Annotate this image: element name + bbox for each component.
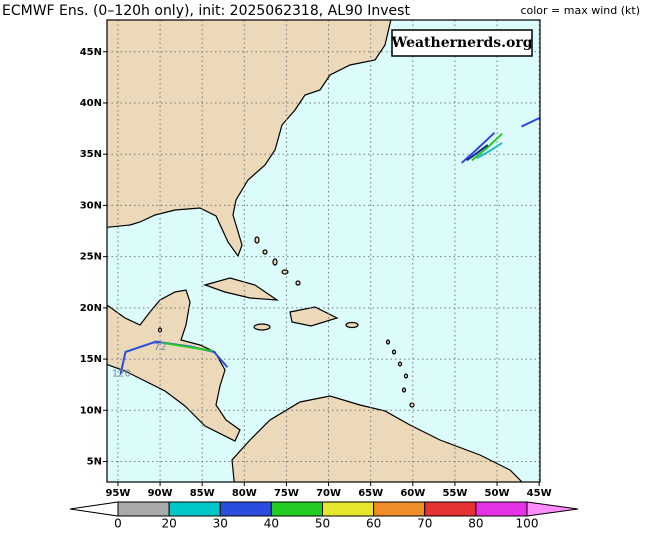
storm-track bbox=[466, 144, 489, 162]
colorbar-label: 0 bbox=[114, 517, 122, 531]
colorbar-label: 50 bbox=[315, 517, 330, 531]
watermark: Weathernerds.org bbox=[391, 35, 533, 51]
lat-label: 35N bbox=[80, 149, 102, 160]
colorbar-segment bbox=[424, 501, 477, 517]
lon-label: 95W bbox=[105, 488, 130, 499]
colorbar-label: 40 bbox=[264, 517, 279, 531]
lon-label: 85W bbox=[190, 488, 215, 499]
colorbar-label: 100 bbox=[516, 517, 539, 531]
colorbar-segment bbox=[168, 501, 221, 517]
colorbar-segment bbox=[373, 501, 426, 517]
legend-title: color = max wind (kt) bbox=[520, 4, 640, 17]
storm-track bbox=[460, 131, 496, 164]
colorbar-label: 20 bbox=[161, 517, 176, 531]
lat-label: 5N bbox=[87, 457, 102, 468]
lon-label: 60W bbox=[400, 488, 425, 499]
colorbar-label: 80 bbox=[468, 517, 483, 531]
storm-track bbox=[476, 142, 503, 160]
lon-label: 80W bbox=[232, 488, 257, 499]
lat-label: 40N bbox=[80, 98, 102, 109]
colorbar-segment bbox=[270, 501, 323, 517]
lon-label: 55W bbox=[442, 488, 467, 499]
north-america bbox=[107, 20, 392, 258]
cuba bbox=[203, 277, 280, 301]
colorbar-segment bbox=[117, 501, 170, 517]
lon-label: 45W bbox=[527, 488, 552, 499]
lon-label: 65W bbox=[358, 488, 383, 499]
watermark-box bbox=[391, 29, 533, 57]
storm-track bbox=[521, 116, 540, 128]
puerto-rico bbox=[345, 321, 359, 329]
lat-label: 15N bbox=[80, 354, 102, 365]
colorbar-segment bbox=[322, 501, 375, 517]
south-america bbox=[231, 395, 523, 482]
lon-label: 50W bbox=[485, 488, 510, 499]
lon-label: 70W bbox=[316, 488, 341, 499]
colorbar-over bbox=[526, 501, 579, 517]
lat-label: 10N bbox=[80, 405, 102, 416]
lat-label: 30N bbox=[80, 200, 102, 211]
lon-label: 90W bbox=[148, 488, 173, 499]
title: ECMWF Ens. (0–120h only), init: 20250623… bbox=[2, 3, 410, 19]
lon-label: 75W bbox=[274, 488, 299, 499]
jamaica bbox=[253, 323, 271, 331]
storm-track bbox=[160, 341, 213, 352]
colorbar-label: 70 bbox=[417, 517, 432, 531]
track-label: 120 bbox=[112, 368, 131, 379]
map-frame bbox=[106, 19, 541, 483]
colorbar-segment bbox=[219, 501, 272, 517]
lat-label: 45N bbox=[80, 47, 102, 58]
lat-label: 20N bbox=[80, 303, 102, 314]
colorbar-segment bbox=[475, 501, 528, 517]
storm-track bbox=[471, 132, 503, 162]
colorbar-under bbox=[69, 501, 119, 517]
colorbar-label: 30 bbox=[213, 517, 228, 531]
lat-label: 25N bbox=[80, 252, 102, 263]
colorbar-label: 60 bbox=[366, 517, 381, 531]
track-label: 72 bbox=[154, 342, 167, 353]
islands bbox=[157, 236, 415, 408]
